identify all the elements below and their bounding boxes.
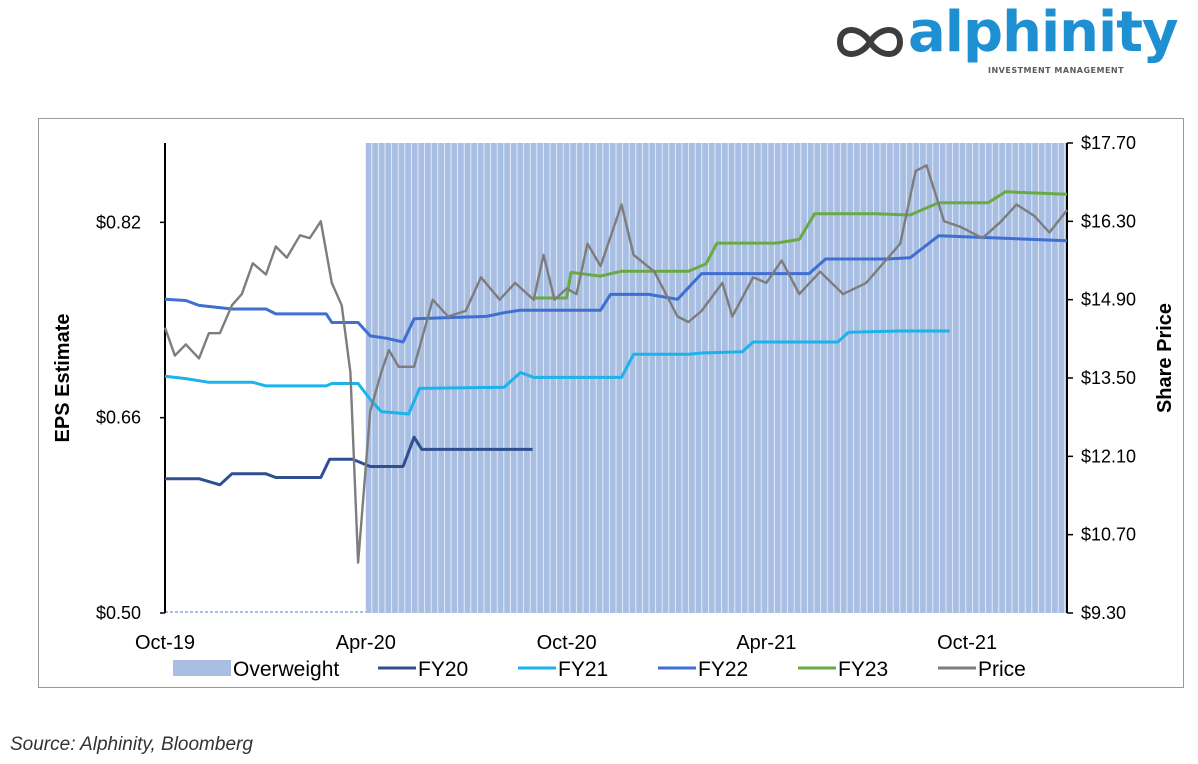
brand-tagline: INVESTMENT MANAGEMENT <box>988 66 1125 75</box>
legend-label-price: Price <box>978 658 1026 681</box>
x-tick-label: Oct-20 <box>537 632 597 654</box>
legend-swatch-overweight <box>173 660 231 676</box>
series-line-fy22 <box>164 234 1068 344</box>
legend-label-fy21: FY21 <box>558 658 608 681</box>
legend-label-overweight: Overweight <box>233 658 339 681</box>
left-axis-title: EPS Estimate <box>52 314 74 443</box>
right-tick-label: $14.90 <box>1081 290 1136 310</box>
chart-frame: $0.50 $0.66 $0.82 $9.30 $10.70 $12.10 $13.50 $1… <box>38 118 1184 688</box>
right-tick-label: $13.50 <box>1081 368 1136 388</box>
eps-price-chart: $0.50 $0.66 $0.82 $9.30 $10.70 $12.10 $13.50 $1… <box>52 133 1176 681</box>
x-tick-label: Apr-20 <box>336 632 396 654</box>
overweight-area <box>165 143 1068 613</box>
right-tick-label: $12.10 <box>1081 446 1136 466</box>
legend-label-fy20: FY20 <box>418 658 468 681</box>
chart-legend: Overweight FY20 FY21 FY22 FY23 Price <box>173 658 1026 681</box>
series-line-price <box>163 164 1068 564</box>
alphinity-logo: alphinity INVESTMENT MANAGEMENT <box>832 0 1182 80</box>
source-note: Source: Alphinity, Bloomberg <box>10 734 253 755</box>
infinity-logo-icon <box>836 27 904 57</box>
right-tick-label: $16.30 <box>1081 211 1136 231</box>
right-axis-title: Share Price <box>1154 303 1176 413</box>
overweight-band <box>365 143 1068 613</box>
brand-name: alphinity <box>908 0 1178 65</box>
chart-series <box>163 164 1068 564</box>
right-tick-label: $17.70 <box>1081 133 1136 153</box>
x-tick-label: Oct-19 <box>135 632 195 654</box>
left-tick-label: $0.82 <box>96 212 141 232</box>
right-tick-label: $9.30 <box>1081 603 1126 623</box>
left-tick-label: $0.66 <box>96 408 141 428</box>
series-line-fy20 <box>165 435 533 487</box>
x-tick-label: Apr-21 <box>736 632 796 654</box>
legend-label-fy23: FY23 <box>838 658 888 681</box>
left-tick-label: $0.50 <box>96 603 141 623</box>
chart-tick-labels: $0.50 $0.66 $0.82 $9.30 $10.70 $12.10 $13.50 $1… <box>52 133 1176 654</box>
legend-label-fy22: FY22 <box>698 658 748 681</box>
right-tick-label: $10.70 <box>1081 525 1136 545</box>
series-line-fy23 <box>533 190 1068 300</box>
series-line-fy21 <box>164 329 950 416</box>
x-tick-label: Oct-21 <box>937 632 997 654</box>
